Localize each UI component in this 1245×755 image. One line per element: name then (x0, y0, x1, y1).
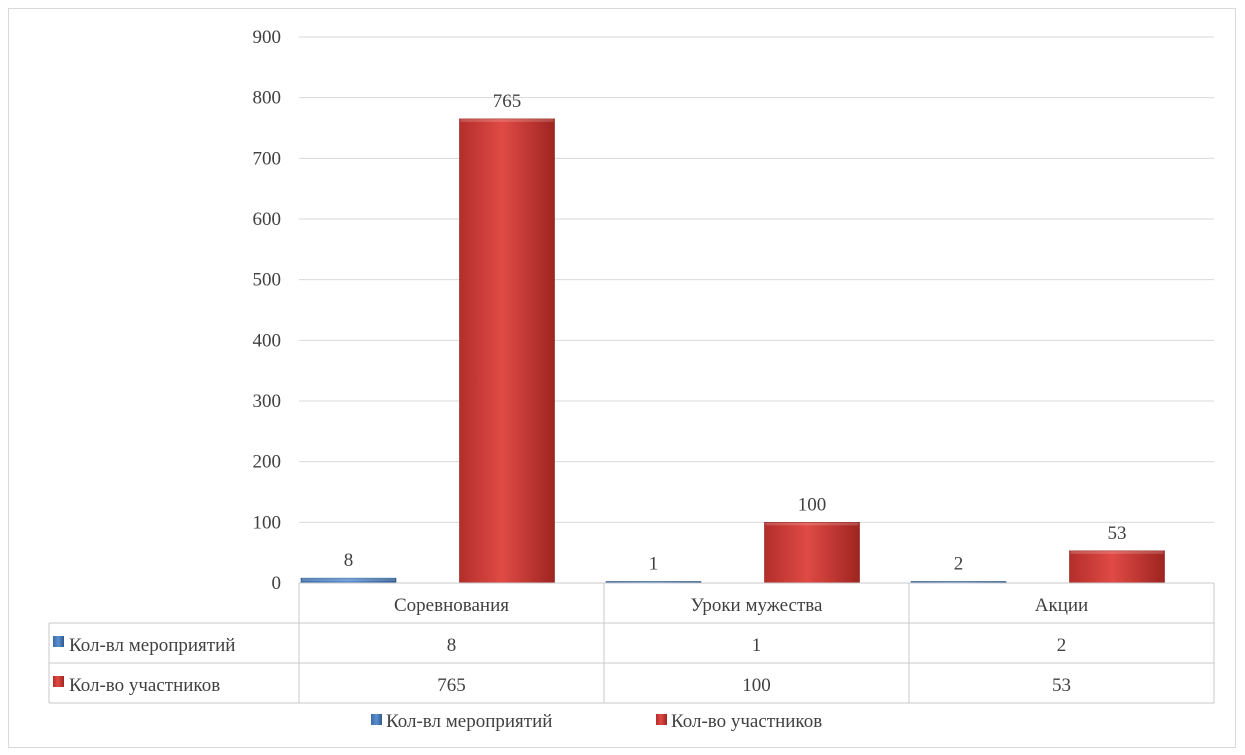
y-tick-label: 300 (253, 391, 282, 412)
data-label: 100 (798, 494, 827, 515)
data-table: Соревнования Уроки мужества Акции Кол-вл ме… (48, 582, 1215, 704)
chart-frame: 0 100 200 300 400 500 600 700 800 900 8 765 1 100 2 53… (8, 8, 1236, 748)
table-legend-key (53, 636, 64, 647)
y-tick-label: 600 (253, 209, 282, 230)
y-tick-label: 700 (253, 148, 282, 169)
data-label: 1 (649, 554, 659, 575)
table-legend-key (53, 676, 64, 687)
data-label: 2 (954, 554, 964, 575)
y-tick-label: 800 (253, 88, 282, 109)
legend: Кол-вл мероприятий Кол-во участников (371, 711, 822, 732)
bar-highlight (302, 578, 395, 582)
y-tick-label: 0 (272, 573, 282, 594)
table-cell-value: 765 (437, 675, 466, 696)
bar-participants (1069, 550, 1165, 584)
bar-participants (764, 522, 860, 584)
bar-chart: 0 100 200 300 400 500 600 700 800 900 8 765 1 100 2 53… (48, 27, 1215, 732)
y-tick-label: 200 (253, 452, 282, 473)
table-series-label: Кол-во участников (69, 675, 220, 696)
x-category-label: Уроки мужества (691, 595, 823, 616)
table-cell-value: 1 (752, 635, 762, 656)
gridlines (299, 36, 1214, 523)
table-cell-value: 100 (742, 675, 771, 696)
table-cell-value: 8 (447, 635, 457, 656)
data-labels: 8 765 1 100 2 53 (344, 91, 1127, 575)
y-tick-label: 400 (253, 330, 282, 351)
table-cell-value: 53 (1052, 675, 1071, 696)
legend-label: Кол-вл мероприятий (386, 711, 552, 732)
legend-key (371, 714, 382, 725)
bar-participants (459, 118, 555, 584)
table-cell-value: 2 (1057, 635, 1067, 656)
y-tick-label: 100 (253, 512, 282, 533)
y-tick-label: 500 (253, 270, 282, 291)
bar-highlight (765, 522, 859, 526)
bars (300, 118, 1165, 584)
bar-highlight (1070, 550, 1164, 554)
legend-label: Кол-во участников (671, 711, 822, 732)
x-category-label: Акции (1035, 595, 1088, 616)
y-tick-label: 900 (253, 27, 282, 48)
y-axis: 0 100 200 300 400 500 600 700 800 900 (253, 27, 282, 594)
table-series-label: Кол-вл мероприятий (69, 635, 235, 656)
x-category-label: Соревнования (394, 595, 509, 616)
data-label: 53 (1108, 523, 1127, 544)
data-label: 765 (493, 91, 522, 112)
data-label: 8 (344, 550, 354, 571)
bar-highlight (460, 118, 554, 122)
legend-key (656, 714, 667, 725)
